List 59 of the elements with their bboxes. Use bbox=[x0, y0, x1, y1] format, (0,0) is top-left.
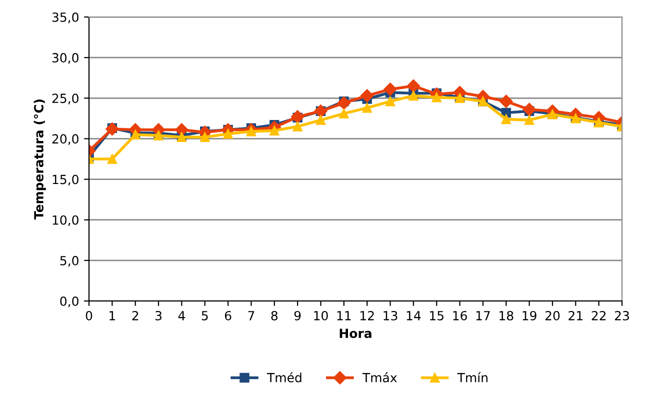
x-tick-label: 7 bbox=[248, 311, 254, 320]
point bbox=[154, 130, 164, 140]
x-tick-label: 2 bbox=[132, 310, 138, 320]
y-axis-title: Temperatura (°C) bbox=[34, 100, 46, 220]
point bbox=[270, 126, 280, 136]
point bbox=[316, 115, 326, 125]
x-tick-label: 9 bbox=[294, 310, 301, 320]
point bbox=[200, 132, 210, 142]
y-tick-label: 20,0 bbox=[52, 134, 78, 145]
x-tick-label: 12 bbox=[360, 310, 374, 320]
x-tick-label: 17 bbox=[476, 311, 490, 320]
x-tick-label: 8 bbox=[271, 310, 278, 320]
point bbox=[107, 154, 118, 164]
x-tick-label: 1 bbox=[110, 311, 115, 320]
x-tick-label: 0 bbox=[86, 310, 92, 320]
point bbox=[384, 82, 397, 96]
y-tick-label: 30,0 bbox=[52, 53, 78, 64]
x-tick-label: 15 bbox=[430, 311, 444, 320]
x-tick-label: 3 bbox=[156, 310, 162, 320]
x-tick-label: 16 bbox=[453, 310, 467, 320]
y-tick-label: 25,0 bbox=[52, 94, 78, 104]
y-tick-label: 10,0 bbox=[52, 215, 78, 226]
point bbox=[339, 108, 349, 118]
x-tick-label: 6 bbox=[224, 310, 232, 320]
y-tick-label: 15,0 bbox=[52, 174, 78, 186]
legend-label: Tmáx bbox=[362, 372, 397, 382]
point bbox=[292, 122, 302, 132]
point bbox=[362, 103, 372, 113]
x-tick-label: 4 bbox=[178, 311, 185, 320]
legend-label: Tmín bbox=[457, 372, 488, 382]
x-tick-label: 18 bbox=[500, 310, 514, 320]
x-tick-label: 21 bbox=[568, 310, 582, 320]
y-tick-label: 35,0 bbox=[52, 12, 78, 24]
x-tick-label: 22 bbox=[592, 310, 606, 320]
x-tick-label: 10 bbox=[314, 310, 328, 320]
point bbox=[290, 110, 304, 124]
y-tick-label: 5,0 bbox=[60, 256, 78, 267]
point bbox=[223, 128, 233, 139]
legend-label: Tméd bbox=[266, 372, 302, 382]
x-axis-title: Hora bbox=[340, 328, 372, 338]
point bbox=[406, 79, 420, 93]
point bbox=[385, 96, 396, 106]
x-tick-label: 19 bbox=[522, 310, 536, 320]
x-tick-label: 5 bbox=[202, 311, 208, 320]
point bbox=[360, 89, 374, 102]
point bbox=[501, 114, 511, 124]
x-tick-label: 11 bbox=[337, 311, 351, 320]
point bbox=[408, 90, 418, 101]
point bbox=[432, 92, 442, 102]
point bbox=[106, 122, 119, 136]
x-tick-label: 23 bbox=[614, 310, 629, 320]
x-tick-label: 13 bbox=[384, 310, 398, 320]
point bbox=[500, 94, 513, 108]
y-tick-label: 0,0 bbox=[60, 296, 78, 308]
point bbox=[524, 115, 534, 125]
point bbox=[337, 96, 350, 110]
x-tick-label: 14 bbox=[406, 311, 421, 320]
x-tick-label: 20 bbox=[545, 310, 560, 320]
point bbox=[522, 102, 536, 116]
